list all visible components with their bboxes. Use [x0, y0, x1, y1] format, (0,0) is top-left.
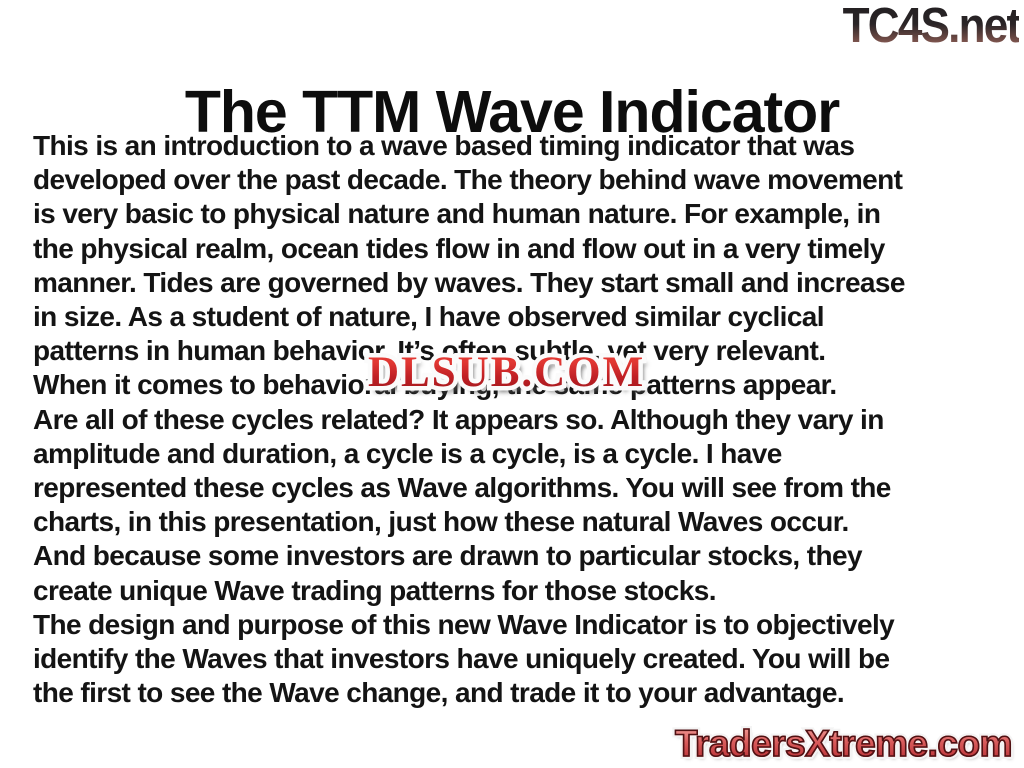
- body-line: is very basic to physical nature and hum…: [33, 198, 881, 230]
- body-line: amplitude and duration, a cycle is a cyc…: [33, 437, 782, 469]
- tradersxtreme-site-logo: TradersXtreme.com TradersXtreme.com: [672, 722, 1016, 765]
- tradersxtreme-logo-glow: TradersXtreme.com: [672, 722, 1016, 765]
- body-line: patterns in human behavior. It’s often s…: [33, 335, 826, 367]
- dlsub-watermark-outline: DLSUB.COM: [363, 347, 647, 399]
- body-line: in size. As a student of nature, I have …: [33, 301, 825, 333]
- page-title: The TTM Wave Indicator: [184, 78, 840, 145]
- tc4s-site-logo: TC4S.net: [842, 0, 1021, 53]
- body-paragraph: This is an introduction to a wave based …: [33, 129, 1023, 710]
- body-line: identify the Waves that investors have u…: [33, 643, 890, 675]
- body-line: represented these cycles as Wave algorit…: [33, 472, 891, 504]
- tradersxtreme-logo-text: TradersXtreme.com: [674, 723, 1013, 764]
- dlsub-watermark: DLSUB.COM DLSUB.COM: [363, 347, 647, 399]
- body-line: charts, in this presentation, just how t…: [33, 506, 849, 538]
- dlsub-watermark-text: DLSUB.COM: [368, 349, 646, 396]
- body-line: When it comes to behavioral buying, the …: [33, 369, 837, 401]
- body-line: And because some investors are drawn to …: [33, 540, 863, 572]
- body-line: developed over the past decade. The theo…: [33, 164, 903, 196]
- body-line: The design and purpose of this new Wave …: [33, 608, 895, 640]
- body-line: This is an introduction to a wave based …: [33, 130, 855, 161]
- body-line: the first to see the Wave change, and tr…: [33, 677, 845, 709]
- body-line: Are all of these cycles related? It appe…: [33, 403, 884, 435]
- body-line: the physical realm, ocean tides flow in …: [33, 232, 885, 264]
- body-line: create unique Wave trading patterns for …: [33, 574, 716, 606]
- body-line: manner. Tides are governed by waves. The…: [33, 266, 905, 298]
